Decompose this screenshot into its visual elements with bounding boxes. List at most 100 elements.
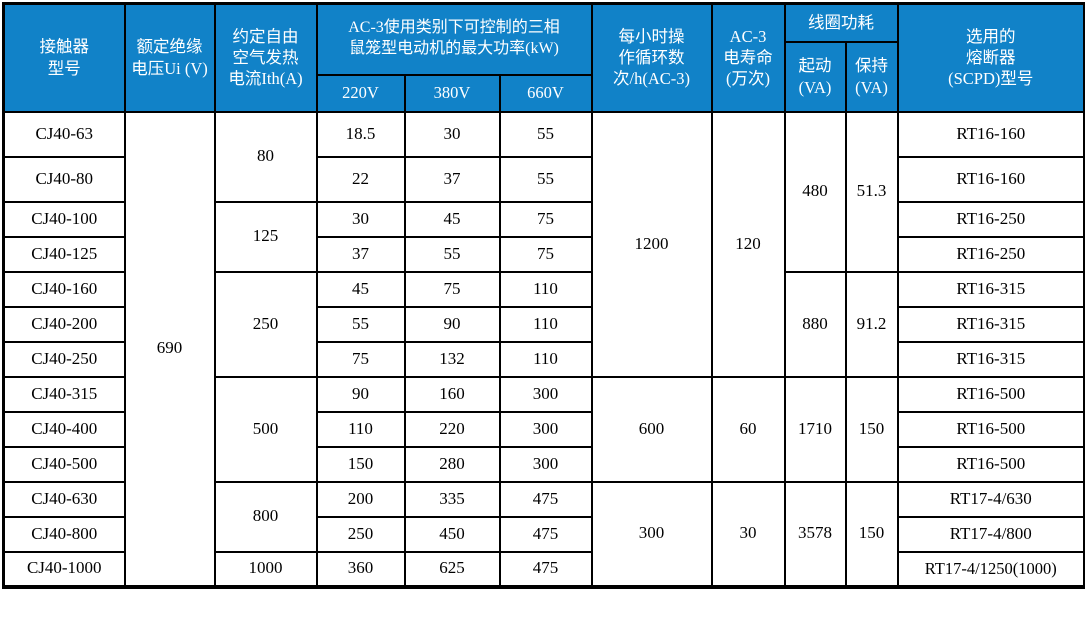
cell-model: CJ40-80 (2, 155, 126, 203)
table-header: 接触器 型号 额定绝缘 电压Ui (V) 约定自由 空气发热 电流Ith(A) … (2, 2, 1085, 113)
cell-model: CJ40-160 (2, 270, 126, 308)
table-row: CJ40-63 690 80 18.5 30 55 1200 120 480 5… (2, 110, 1085, 588)
header-coil-start: 起动 (VA) (783, 40, 847, 113)
cell-model: CJ40-100 (2, 200, 126, 238)
cell-power-660v: 55 (498, 155, 593, 203)
cell-power-660v: 475 (498, 480, 593, 518)
cell-power-380v: 450 (403, 515, 501, 553)
cell-model: CJ40-800 (2, 515, 126, 553)
cell-thermal-current: 500 (213, 375, 318, 483)
cell-power-220v: 55 (315, 305, 406, 343)
cell-power-380v: 37 (403, 155, 501, 203)
contactor-spec-table: 接触器 型号 额定绝缘 电压Ui (V) 约定自由 空气发热 电流Ith(A) … (2, 2, 1085, 589)
cell-power-220v: 200 (315, 480, 406, 518)
cell-thermal-current: 125 (213, 200, 318, 273)
header-coil-hold: 保持 (VA) (844, 40, 899, 113)
cell-power-220v: 360 (315, 550, 406, 588)
cell-coil-hold: 150 (844, 480, 899, 588)
cell-power-380v: 90 (403, 305, 501, 343)
table-row: CJ40-125 37 55 75 RT16-250 (2, 235, 1085, 273)
cell-fuse-model: RT17-4/1250(1000) (896, 550, 1085, 588)
header-coil-power-group: 线圈功耗 (783, 2, 899, 43)
table-row: CJ40-500 150 280 300 RT16-500 (2, 445, 1085, 483)
cell-power-380v: 132 (403, 340, 501, 378)
page: 接触器 型号 额定绝缘 电压Ui (V) 约定自由 空气发热 电流Ith(A) … (2, 2, 1085, 589)
cell-power-220v: 250 (315, 515, 406, 553)
cell-power-660v: 75 (498, 235, 593, 273)
cell-power-660v: 55 (498, 110, 593, 158)
cell-coil-start: 480 (783, 110, 847, 273)
cell-power-380v: 335 (403, 480, 501, 518)
cell-power-220v: 75 (315, 340, 406, 378)
table-row: CJ40-250 75 132 110 RT16-315 (2, 340, 1085, 378)
cell-power-380v: 45 (403, 200, 501, 238)
cell-power-660v: 110 (498, 270, 593, 308)
cell-power-660v: 300 (498, 410, 593, 448)
cell-power-380v: 30 (403, 110, 501, 158)
cell-power-380v: 55 (403, 235, 501, 273)
header-fuse-type: 选用的 熔断器 (SCPD)型号 (896, 2, 1085, 113)
cell-model: CJ40-1000 (2, 550, 126, 588)
cell-power-380v: 625 (403, 550, 501, 588)
cell-fuse-model: RT17-4/800 (896, 515, 1085, 553)
cell-coil-hold: 51.3 (844, 110, 899, 273)
cell-operating-cycles: 300 (590, 480, 713, 588)
cell-power-660v: 75 (498, 200, 593, 238)
header-cycles-per-hour: 每小时操 作循环数 次/h(AC-3) (590, 2, 713, 113)
cell-power-220v: 37 (315, 235, 406, 273)
cell-fuse-model: RT16-160 (896, 155, 1085, 203)
cell-power-660v: 110 (498, 305, 593, 343)
cell-power-220v: 22 (315, 155, 406, 203)
cell-model: CJ40-630 (2, 480, 126, 518)
cell-fuse-model: RT16-315 (896, 340, 1085, 378)
table-row: CJ40-315 500 90 160 300 600 60 1710 150 … (2, 375, 1085, 483)
header-contactor-model: 接触器 型号 (2, 2, 126, 113)
cell-coil-hold: 150 (844, 375, 899, 483)
table-row: CJ40-630 800 200 335 475 300 30 3578 150… (2, 480, 1085, 588)
cell-fuse-model: RT16-315 (896, 305, 1085, 343)
cell-power-220v: 30 (315, 200, 406, 238)
cell-power-660v: 300 (498, 375, 593, 413)
cell-fuse-model: RT16-500 (896, 410, 1085, 448)
cell-model: CJ40-400 (2, 410, 126, 448)
cell-fuse-model: RT16-500 (896, 375, 1085, 413)
cell-power-380v: 220 (403, 410, 501, 448)
header-voltage-660v: 660V (498, 73, 593, 113)
cell-fuse-model: RT16-500 (896, 445, 1085, 483)
cell-thermal-current: 80 (213, 110, 318, 203)
cell-thermal-current: 250 (213, 270, 318, 378)
header-voltage-220v: 220V (315, 73, 406, 113)
cell-model: CJ40-63 (2, 110, 126, 158)
cell-insulation-voltage: 690 (123, 110, 216, 588)
table-row: CJ40-1000 1000 360 625 475 RT17-4/1250(1… (2, 550, 1085, 588)
cell-fuse-model: RT16-160 (896, 110, 1085, 158)
cell-power-220v: 18.5 (315, 110, 406, 158)
cell-model: CJ40-315 (2, 375, 126, 413)
header-voltage-380v: 380V (403, 73, 501, 113)
cell-power-220v: 90 (315, 375, 406, 413)
cell-electrical-life: 120 (710, 110, 786, 378)
table-row: CJ40-400 110 220 300 RT16-500 (2, 410, 1085, 448)
header-row-1: 接触器 型号 额定绝缘 电压Ui (V) 约定自由 空气发热 电流Ith(A) … (2, 2, 1085, 113)
header-insulation-voltage: 额定绝缘 电压Ui (V) (123, 2, 216, 113)
cell-power-660v: 110 (498, 340, 593, 378)
cell-power-380v: 160 (403, 375, 501, 413)
cell-electrical-life: 30 (710, 480, 786, 588)
table-row: CJ40-100 125 30 45 75 RT16-250 (2, 200, 1085, 273)
cell-fuse-model: RT17-4/630 (896, 480, 1085, 518)
cell-model: CJ40-200 (2, 305, 126, 343)
header-power-group: AC-3使用类别下可控制的三相 鼠笼型电动机的最大功率(kW) (315, 2, 593, 76)
cell-power-220v: 150 (315, 445, 406, 483)
table-row: CJ40-80 22 37 55 RT16-160 (2, 155, 1085, 203)
cell-electrical-life: 60 (710, 375, 786, 483)
cell-thermal-current: 800 (213, 480, 318, 553)
cell-fuse-model: RT16-250 (896, 200, 1085, 238)
cell-power-380v: 280 (403, 445, 501, 483)
header-row-2: 起动 (VA) 保持 (VA) (4, 40, 1085, 113)
cell-power-380v: 75 (403, 270, 501, 308)
header-row-3: 220V 380V 660V (4, 73, 1085, 113)
cell-power-660v: 300 (498, 445, 593, 483)
table-row: CJ40-800 250 450 475 RT17-4/800 (2, 515, 1085, 553)
cell-model: CJ40-125 (2, 235, 126, 273)
cell-operating-cycles: 1200 (590, 110, 713, 378)
